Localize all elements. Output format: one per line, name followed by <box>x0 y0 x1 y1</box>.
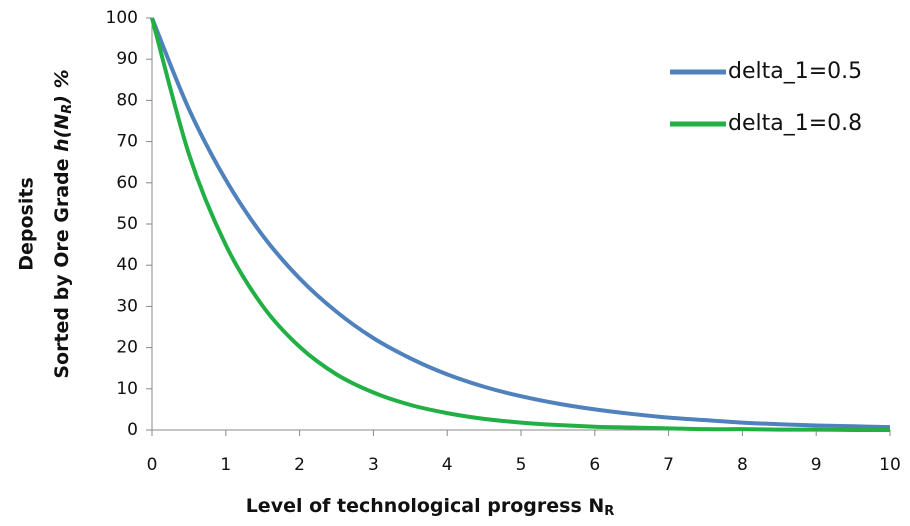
x-tick-label: 1 <box>220 455 231 475</box>
y-axis-title-part: h(N <box>51 114 73 152</box>
y-tick-label: 10 <box>116 379 138 399</box>
legend-label: delta_1=0.8 <box>728 111 862 136</box>
x-tick-label: 10 <box>879 455 901 475</box>
y-tick-label: 70 <box>116 132 138 152</box>
x-tick-label: 4 <box>442 455 453 475</box>
series-line <box>150 17 891 433</box>
y-tick-label: 60 <box>116 173 138 193</box>
y-axis-title-part: ) % <box>51 69 73 104</box>
x-tick-label: 7 <box>663 455 674 475</box>
x-tick-label: 8 <box>737 455 748 475</box>
y-tick-label: 50 <box>116 214 138 234</box>
x-tick-label: 6 <box>589 455 600 475</box>
x-axis-title: Level of technological progress NR <box>246 495 615 519</box>
x-tick-label: 0 <box>147 455 158 475</box>
y-tick-label: 80 <box>116 90 138 110</box>
x-tick-label: 3 <box>368 455 379 475</box>
y-axis-title-part: Sorted by Ore Grade <box>51 152 73 379</box>
x-tick-label: 5 <box>516 455 527 475</box>
y-tick-label: 100 <box>106 8 138 28</box>
legend-label: delta_1=0.5 <box>728 59 862 84</box>
y-tick-label: 40 <box>116 255 138 275</box>
y-tick-label: 20 <box>116 338 138 358</box>
y-tick-label: 90 <box>116 49 138 69</box>
series-line <box>150 17 891 430</box>
x-tick-label: 2 <box>294 455 305 475</box>
y-axis-title: Sorted by Ore Grade h(NR) % <box>51 69 75 378</box>
x-axis-title-sub: R <box>604 504 614 519</box>
y-tick-label: 0 <box>127 420 138 440</box>
x-axis-title-main: Level of technological progress N <box>246 495 605 517</box>
y-axis-title-sub: R <box>60 104 75 114</box>
y-axis-title: Deposits <box>16 177 38 271</box>
y-tick-label: 30 <box>116 296 138 316</box>
x-tick-label: 9 <box>811 455 822 475</box>
